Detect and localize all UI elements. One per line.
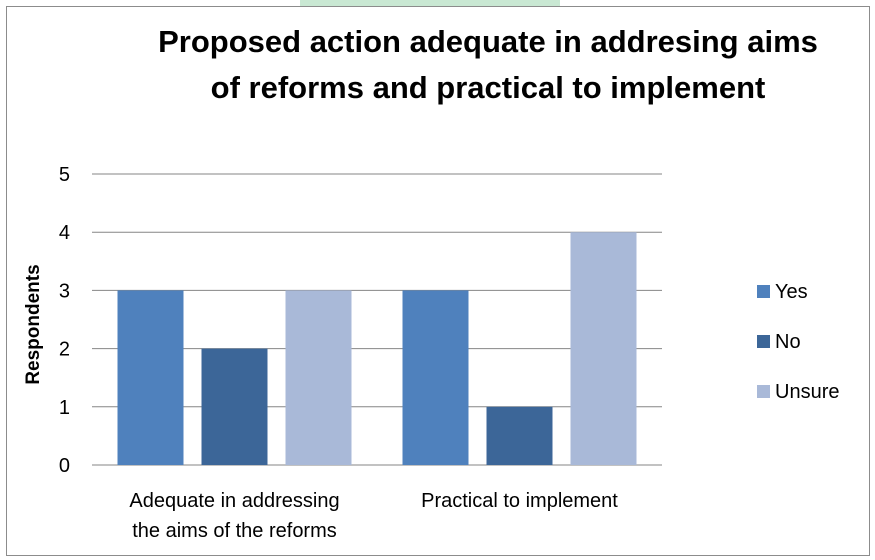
bar-yes bbox=[402, 290, 469, 465]
legend-swatch-no bbox=[757, 335, 770, 348]
y-axis-ticks: 0 1 2 3 4 5 bbox=[59, 164, 70, 477]
legend-label-no: No bbox=[775, 331, 801, 353]
bar-no bbox=[486, 406, 553, 465]
bar-yes bbox=[117, 290, 184, 465]
y-tick-label: 3 bbox=[59, 280, 70, 302]
x-category-label: Adequate in addressing the aims of the re… bbox=[129, 490, 339, 542]
chart-frame: Proposed action adequate in addresing ai… bbox=[6, 6, 870, 556]
bar-no bbox=[201, 348, 268, 465]
chart-title-line-2: of reforms and practical to implement bbox=[211, 70, 766, 105]
bar-unsure bbox=[285, 290, 352, 465]
y-tick-label: 2 bbox=[59, 339, 70, 361]
legend-label-unsure: Unsure bbox=[775, 381, 839, 403]
y-axis-title: Respondents bbox=[23, 264, 44, 384]
x-category-label-line: Adequate in addressing bbox=[129, 490, 339, 512]
legend: Yes No Unsure bbox=[757, 281, 839, 403]
x-category-label-line: Practical to implement bbox=[421, 490, 618, 512]
legend-swatch-unsure bbox=[757, 385, 770, 398]
x-category-label: Practical to implement bbox=[421, 490, 618, 512]
x-category-label-line: the aims of the reforms bbox=[132, 520, 337, 542]
legend-label-yes: Yes bbox=[775, 281, 808, 303]
y-tick-label: 1 bbox=[59, 397, 70, 419]
y-tick-label: 4 bbox=[59, 222, 70, 244]
legend-swatch-yes bbox=[757, 285, 770, 298]
chart-title: Proposed action adequate in addresing ai… bbox=[158, 24, 818, 105]
y-tick-label: 5 bbox=[59, 164, 70, 186]
y-tick-label: 0 bbox=[59, 455, 70, 477]
gridlines bbox=[92, 173, 662, 466]
background-stripe bbox=[300, 0, 560, 6]
bar-unsure bbox=[570, 232, 637, 465]
x-axis-categories: Adequate in addressing the aims of the re… bbox=[129, 490, 618, 542]
chart-title-line-1: Proposed action adequate in addresing ai… bbox=[158, 24, 818, 59]
bar-chart: Proposed action adequate in addresing ai… bbox=[23, 24, 839, 542]
bars bbox=[117, 232, 637, 465]
